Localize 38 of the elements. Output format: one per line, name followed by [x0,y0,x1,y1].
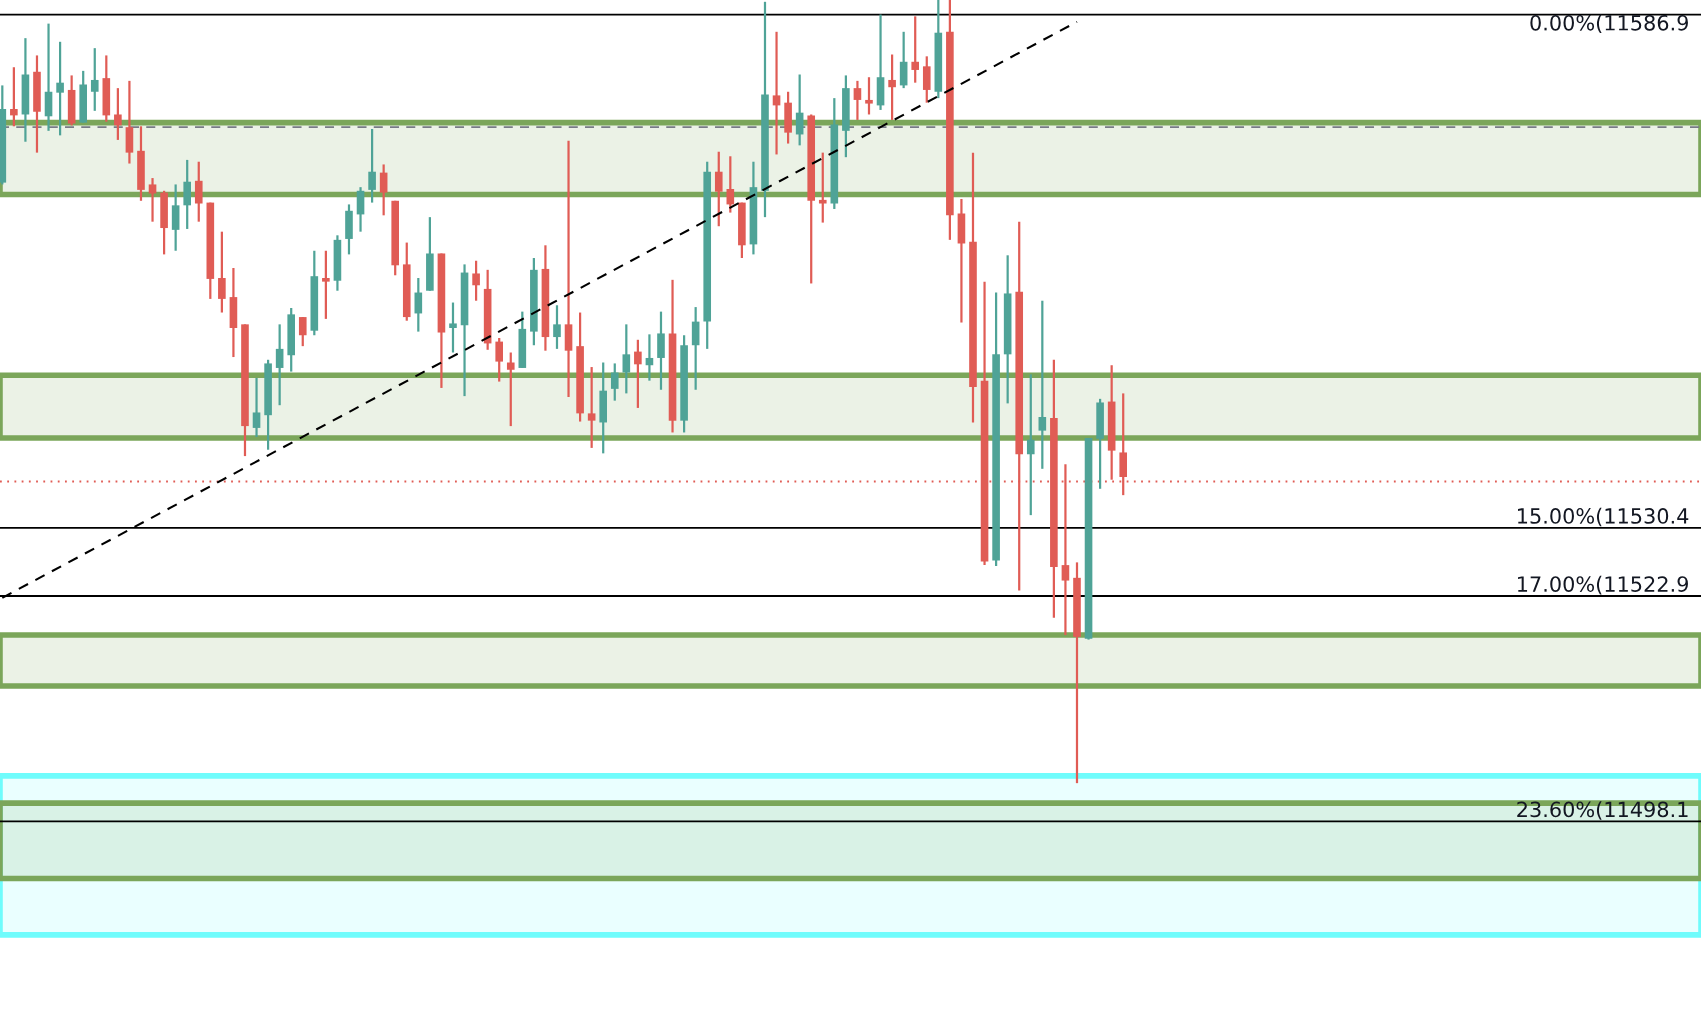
candlestick [322,249,330,320]
candlestick [495,336,504,383]
candlestick [587,365,596,450]
ref-line-label: 0.00%(11586.9 [1530,14,1688,34]
candlestick [622,323,631,395]
candlestick [818,151,827,224]
candlestick [506,351,515,428]
candlestick [553,304,561,350]
candlestick [194,160,203,223]
candlestick [218,230,226,314]
candlestick [1026,373,1035,517]
candlestick [1038,299,1047,470]
ref-line-label: 23.60%(11498.1 [1517,801,1688,820]
candlestick [114,87,122,142]
ref-line-label: 17.00%(11522.9 [1518,575,1688,595]
candlestick [564,139,573,399]
candlestick [865,76,873,116]
candlestick [10,66,18,128]
ref-line-label: 15.00%(11530.4 [1518,507,1689,527]
candlestick [610,362,619,402]
candlestick [634,338,642,410]
candlestick [368,127,376,204]
candlestick [714,150,723,228]
candlestick [772,30,781,156]
candlestick [148,176,157,223]
candlestick [298,315,307,348]
candlestick [379,163,388,217]
candlestick [252,376,261,439]
candlestick [888,53,896,122]
candlestick [183,158,192,231]
candlestick [449,301,457,354]
candlestick [56,40,64,137]
candlestick [90,47,99,112]
candlestick [922,55,931,104]
candlestick [275,323,284,407]
candlestick [911,15,920,84]
candlestick [853,79,862,122]
candlestick [472,259,480,302]
